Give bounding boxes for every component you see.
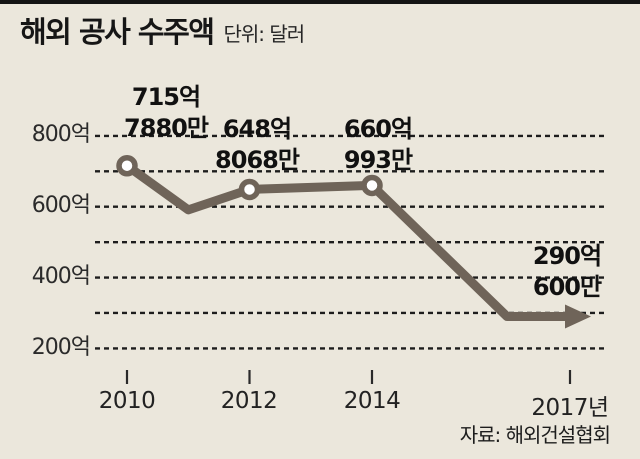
chart-title: 해외 공사 수주액 bbox=[20, 15, 215, 49]
data-point-2014 bbox=[361, 174, 383, 197]
y-tick-800: 800억 bbox=[31, 122, 91, 147]
x-tick-2017: 2017년 bbox=[531, 395, 609, 421]
value-label-2014: 660억 993만 bbox=[343, 114, 413, 176]
y-tick-600: 600억 bbox=[31, 193, 91, 218]
trend-arrow-icon bbox=[565, 304, 591, 329]
y-tick-200: 200억 bbox=[31, 335, 91, 360]
value-label-2010-line2: 7880만 bbox=[124, 114, 209, 142]
value-label-2012: 648억 8068만 bbox=[215, 114, 300, 176]
top-rule bbox=[0, 0, 640, 4]
data-point-2010 bbox=[116, 154, 138, 177]
value-label-2012-line1: 648억 bbox=[222, 115, 292, 143]
series-line bbox=[124, 162, 567, 321]
x-tick-2012: 2012 bbox=[220, 388, 278, 414]
x-tick-2014: 2014 bbox=[343, 388, 401, 414]
unit-label: 단위: 달러 bbox=[223, 22, 305, 47]
value-label-2014-line1: 660억 bbox=[343, 115, 413, 143]
header: 해외 공사 수주액 단위: 달러 bbox=[20, 15, 305, 49]
value-label-2010: 715억 7880만 bbox=[124, 82, 209, 144]
value-label-2017-line2: 600만 bbox=[532, 273, 602, 301]
x-tick-2010: 2010 bbox=[98, 388, 156, 414]
value-label-2014-line2: 993만 bbox=[343, 146, 413, 174]
value-label-2012-line2: 8068만 bbox=[215, 146, 300, 174]
y-tick-400: 400억 bbox=[31, 264, 91, 289]
value-label-2017-line1: 290억 bbox=[532, 242, 602, 270]
value-label-2017: 290억 600만 bbox=[532, 241, 602, 303]
value-label-2010-line1: 715억 bbox=[131, 83, 201, 111]
source-label: 자료: 해외건설협회 bbox=[459, 423, 611, 447]
data-point-2012 bbox=[238, 178, 261, 201]
